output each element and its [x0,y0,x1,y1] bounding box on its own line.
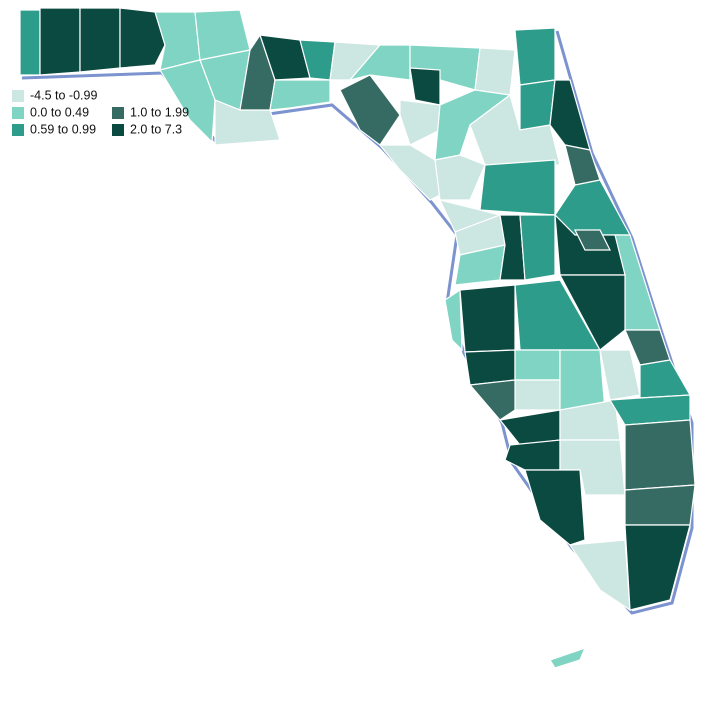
legend-swatch [112,107,124,119]
legend-label: 1.0 to 1.99 [130,105,189,119]
legend-label: 2.0 to 7.3 [130,122,182,136]
counties [19,7,696,669]
legend-swatch [12,107,24,119]
legend: -4.5 to -0.99 0.0 to 0.49 0.59 to 0.99 1.0 … [12,88,189,136]
legend-label: 0.59 to 0.99 [30,122,96,136]
legend-swatch [112,124,124,136]
legend-label: -4.5 to -0.99 [30,88,97,102]
legend-label: 0.0 to 0.49 [30,105,89,119]
legend-swatch [12,124,24,136]
legend-swatch [12,90,24,102]
